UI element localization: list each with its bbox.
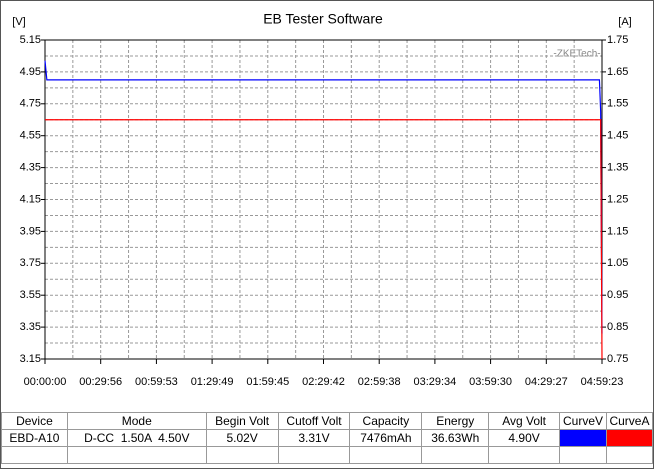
y2-tick-label: 1.15: [607, 225, 628, 237]
empty-cell: [277, 446, 351, 464]
x-tick-label: 00:59:53: [135, 376, 178, 388]
y2-tick-label: 1.75: [607, 34, 628, 46]
y-tick-label: 4.15: [20, 193, 41, 205]
x-tick-label: 03:59:30: [469, 376, 512, 388]
chart-title: EB Tester Software: [263, 11, 383, 27]
y-tick-label: 4.75: [20, 98, 41, 110]
y-tick-label: 3.75: [20, 257, 41, 269]
y-axis-label: [V]: [12, 16, 25, 28]
y2-tick-label: 0.95: [607, 289, 628, 301]
table-cell: 36.63Wh: [421, 429, 490, 447]
empty-cell: [559, 446, 607, 464]
y2-tick-label: 1.55: [607, 98, 628, 110]
table-cell: D-CC 1.50A 4.50V: [66, 429, 207, 447]
y-tick-label: 3.35: [20, 321, 41, 333]
y2-tick-label: 1.25: [607, 193, 628, 205]
empty-cell: [66, 446, 207, 464]
empty-cell: [1, 446, 68, 464]
x-tick-label: 00:29:56: [79, 376, 122, 388]
empty-cell: [605, 446, 653, 464]
table-cell: 4.90V: [488, 429, 561, 447]
header-cell: Capacity: [349, 412, 423, 430]
x-tick-label: 01:29:49: [191, 376, 234, 388]
y2-tick-label: 1.05: [607, 257, 628, 269]
table-cell: 7476mAh: [349, 429, 423, 447]
header-cell: CurveV: [559, 412, 607, 430]
header-cell: CurveA: [605, 412, 653, 430]
y-tick-label: 3.55: [20, 289, 41, 301]
x-tick-label: 00:00:00: [24, 376, 67, 388]
empty-cell: [421, 446, 490, 464]
x-tick-label: 04:29:27: [525, 376, 568, 388]
plot-frame: [44, 39, 603, 360]
y-tick-label: 5.15: [20, 34, 41, 46]
x-tick-label: 02:59:38: [358, 376, 401, 388]
table-row: Device Mode Begin Volt Cutoff Volt Capacity E…: [1, 412, 653, 430]
curve-swatch: [605, 429, 653, 447]
y-tick-label: 4.95: [20, 66, 41, 78]
header-cell: Avg Volt: [488, 412, 561, 430]
y2-tick-label: 0.85: [607, 321, 628, 333]
chart: EB Tester Software [V] [A] -ZKETech- 3.15…: [12, 11, 631, 388]
y-tick-label: 3.15: [20, 353, 41, 365]
table-cell: 3.31V: [277, 429, 351, 447]
x-tick-label: 04:59:23: [581, 376, 624, 388]
header-cell: Mode: [66, 412, 207, 430]
y-tick-label: 4.35: [20, 162, 41, 174]
empty-cell: [488, 446, 561, 464]
y2-tick-label: 1.65: [607, 66, 628, 78]
result-table: Device Mode Begin Volt Cutoff Volt Capacity E…: [1, 412, 653, 464]
curve-swatch: [559, 429, 607, 447]
y2-tick-label: 0.75: [607, 353, 628, 365]
y2-tick-label: 1.35: [607, 162, 628, 174]
y-tick-label: 4.55: [20, 130, 41, 142]
watermark: -ZKETech-: [553, 49, 600, 60]
x-tick-label: 01:59:45: [246, 376, 289, 388]
header-cell: Cutoff Volt: [277, 412, 351, 430]
table-cell: EBD-A10: [1, 429, 68, 447]
table-cell: 5.02V: [205, 429, 279, 447]
header-cell: Device: [1, 412, 68, 430]
empty-cell: [205, 446, 279, 464]
header-cell: Energy: [421, 412, 490, 430]
header-cell: Begin Volt: [205, 412, 279, 430]
y2-axis-label: [A]: [618, 16, 631, 28]
series-line: [45, 119, 603, 360]
x-tick-label: 02:29:42: [302, 376, 345, 388]
table-row: [1, 446, 653, 464]
table-row: EBD-A10 D-CC 1.50A 4.50V 5.02V 3.31V 7476mAh…: [1, 429, 653, 447]
y2-tick-label: 1.45: [607, 130, 628, 142]
x-tick-label: 03:29:34: [413, 376, 456, 388]
empty-cell: [349, 446, 423, 464]
y-tick-label: 3.95: [20, 225, 41, 237]
